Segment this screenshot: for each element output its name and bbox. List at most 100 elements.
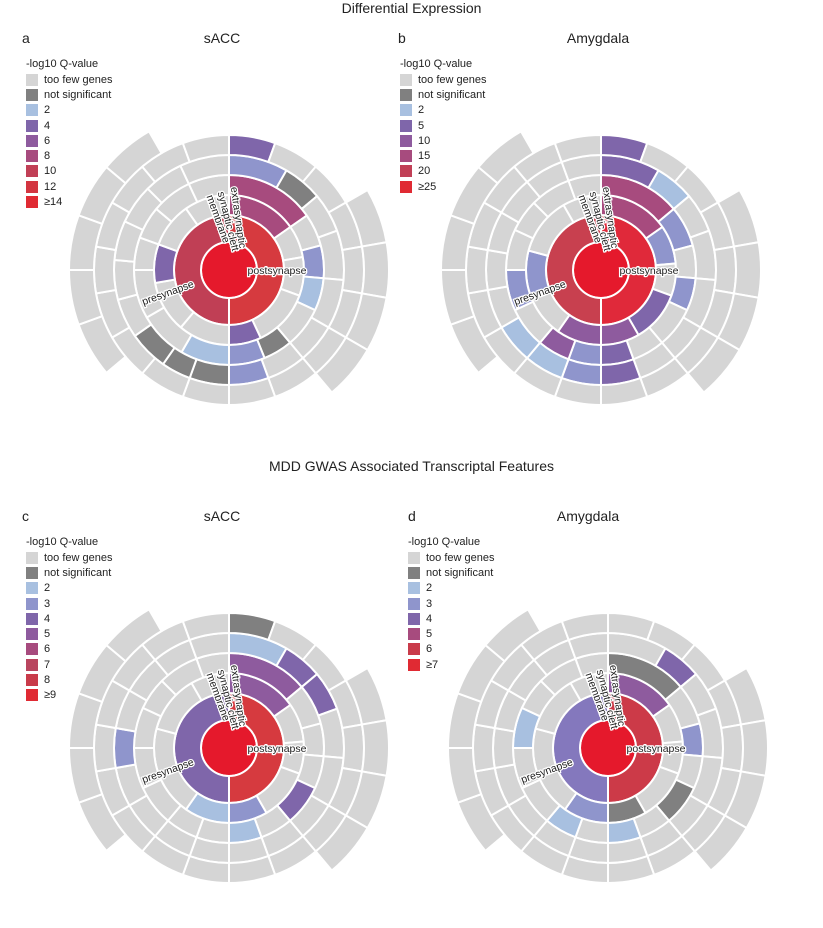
legend-label: too few genes — [44, 73, 113, 86]
sunburst-segment — [113, 726, 137, 770]
legend-swatch — [408, 628, 420, 641]
sunburst-segment — [341, 723, 365, 773]
legend-item: 8 — [26, 672, 113, 687]
legend-item: 5 — [400, 118, 487, 133]
legend-label: 5 — [418, 119, 425, 132]
legend-label: 6 — [44, 643, 51, 656]
panel-letter: a — [22, 30, 30, 46]
label-postsynapse: postsynapse — [248, 743, 307, 755]
legend-item: 4 — [26, 118, 113, 133]
legend-item: ≥9 — [26, 688, 113, 703]
sunburst-segment — [360, 719, 390, 777]
legend-item: not significant — [26, 87, 113, 102]
sunburst-segment — [686, 336, 741, 394]
legend-label: 12 — [44, 180, 57, 193]
legend-swatch — [26, 165, 38, 178]
legend-label: 20 — [418, 165, 431, 178]
sunburst-segment — [739, 719, 769, 777]
legend: -log10 Q-value too few genes not signific… — [26, 536, 113, 703]
legend-swatch — [26, 612, 38, 625]
sunburst-segment — [93, 245, 117, 295]
legend-item: 2 — [26, 581, 113, 596]
legend-item: 8 — [26, 148, 113, 163]
legend-title: -log10 Q-value — [400, 58, 473, 70]
legend-swatch — [400, 104, 412, 117]
legend-title: -log10 Q-value — [26, 58, 99, 70]
panel-d: d Amygdala -log10 Q-value too few genes n… — [408, 508, 808, 928]
legend-swatch — [26, 628, 38, 641]
legend-swatch — [400, 73, 412, 86]
legend-swatch — [26, 643, 38, 656]
legend-swatch — [26, 134, 38, 147]
legend-swatch — [26, 119, 38, 132]
legend-label: 4 — [44, 119, 51, 132]
sunburst-segment — [465, 245, 489, 295]
sunburst-segment — [93, 723, 117, 773]
legend-label: 10 — [44, 165, 57, 178]
legend-item: 2 — [400, 103, 487, 118]
panel-title: sACC — [203, 30, 241, 46]
panel-title: Amygdala — [566, 30, 630, 46]
legend-item: too few genes — [400, 72, 487, 87]
legend-item: too few genes — [408, 550, 495, 565]
legend-swatch — [400, 119, 412, 132]
legend: -log10 Q-value too few genes not signific… — [408, 536, 495, 672]
sunburst-segment — [732, 241, 762, 299]
legend-swatch — [26, 180, 38, 193]
sunburst-segment — [314, 814, 369, 872]
legend-swatch — [26, 88, 38, 101]
legend-item: 6 — [26, 133, 113, 148]
legend-label: 6 — [44, 134, 51, 147]
legend-item: 4 — [408, 611, 495, 626]
legend-label: not significant — [418, 88, 486, 101]
sunburst-segment — [553, 133, 602, 164]
legend-item: too few genes — [26, 72, 113, 87]
legend-label: too few genes — [418, 73, 487, 86]
legend-item: not significant — [408, 565, 495, 580]
legend-swatch — [400, 165, 412, 178]
legend-item: 4 — [26, 611, 113, 626]
legend-item: ≥25 — [400, 179, 487, 194]
sunburst-segment — [720, 723, 744, 773]
legend-item: ≥14 — [26, 194, 113, 209]
legend-item: 7 — [26, 657, 113, 672]
legend-item: 15 — [400, 148, 487, 163]
legend-item: 10 — [26, 164, 113, 179]
legend-label: ≥9 — [44, 689, 57, 702]
legend-swatch — [26, 104, 38, 117]
sunburst-segment — [472, 723, 496, 773]
legend-label: 7 — [44, 658, 51, 671]
legend-swatch — [408, 643, 420, 656]
legend-swatch — [408, 551, 420, 564]
legend-swatch — [408, 566, 420, 579]
sunburst-segment — [181, 133, 230, 164]
sunburst-segment — [693, 814, 748, 872]
legend-swatch — [26, 658, 38, 671]
legend-item: not significant — [26, 565, 113, 580]
sunburst-segment — [360, 241, 390, 299]
legend-item: 12 — [26, 179, 113, 194]
panel-letter: c — [22, 508, 29, 524]
legend-label: 6 — [426, 643, 433, 656]
legend-swatch — [400, 150, 412, 163]
sunburst-segment — [181, 611, 230, 642]
legend-item: 3 — [26, 596, 113, 611]
legend-item: 2 — [26, 103, 113, 118]
legend-item: too few genes — [26, 550, 113, 565]
legend-label: 3 — [44, 597, 51, 610]
sunburst-segment — [105, 608, 163, 663]
sunburst-segment — [485, 248, 509, 292]
legend-label: 2 — [44, 104, 51, 117]
sunburst-segment — [477, 130, 535, 185]
legend-label: not significant — [426, 566, 494, 579]
label-postsynapse: postsynapse — [248, 265, 307, 277]
section-title-differential-expression: Differential Expression — [341, 0, 482, 16]
legend-label: 8 — [44, 674, 51, 687]
legend-label: 3 — [426, 597, 433, 610]
legend-label: ≥14 — [44, 196, 63, 209]
legend: -log10 Q-value too few genes not signific… — [26, 58, 113, 210]
legend-item: 2 — [408, 581, 495, 596]
sunburst-segment — [105, 130, 163, 185]
legend-swatch — [26, 597, 38, 610]
